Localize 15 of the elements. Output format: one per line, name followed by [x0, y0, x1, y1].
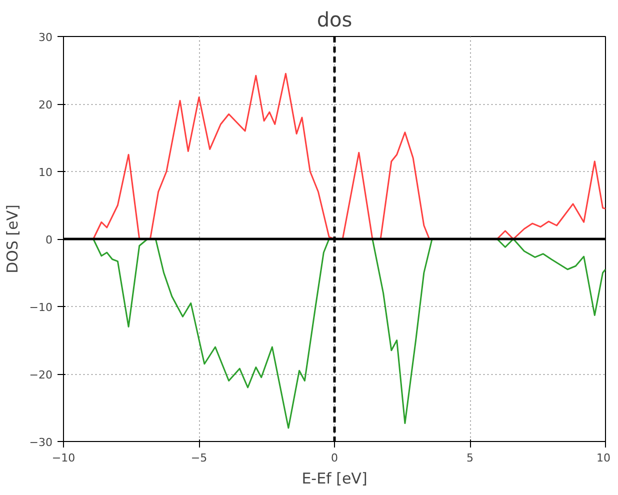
x-axis-title: E-Ef [eV]	[302, 470, 368, 488]
y-axis-title: DOS [eV]	[3, 204, 22, 274]
y-tick-label: −20	[29, 368, 53, 382]
y-tick-label: 30	[38, 31, 53, 44]
y-tick-label: 20	[38, 98, 53, 112]
y-tick-label: −10	[29, 301, 53, 314]
x-tick-label: 0	[331, 452, 338, 464]
y-tick-label: 0	[46, 234, 52, 246]
x-tick-label: −5	[190, 452, 208, 464]
x-tick-label: 5	[466, 452, 474, 464]
y-tick-label: −30	[29, 436, 53, 449]
y-tick-label: 10	[38, 166, 53, 179]
x-tick-label: 10	[596, 452, 611, 464]
chart-title: dos	[316, 8, 352, 32]
x-tick-label: −10	[52, 452, 76, 464]
